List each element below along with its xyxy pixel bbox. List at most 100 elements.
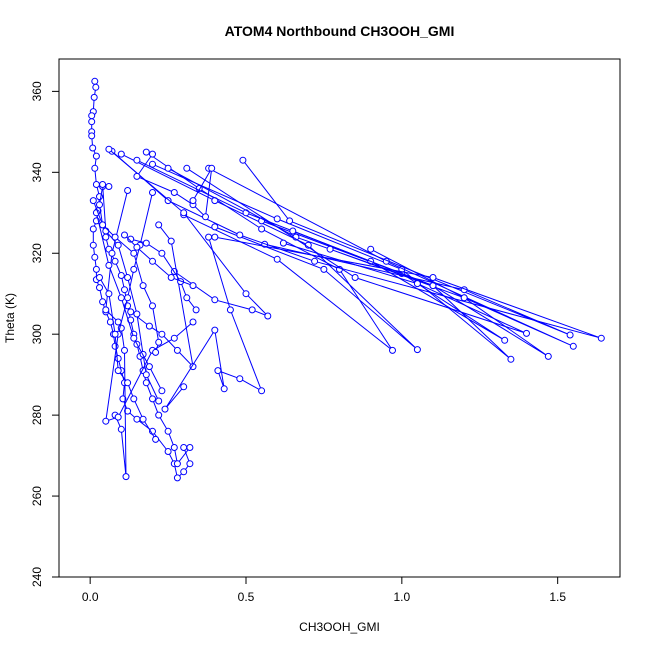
data-point <box>102 227 110 235</box>
series-line <box>95 212 163 392</box>
y-tick-label: 240 <box>30 567 44 587</box>
data-point <box>102 233 110 241</box>
data-point <box>158 387 166 395</box>
data-point <box>149 150 156 158</box>
data-series <box>133 150 216 221</box>
data-point <box>566 331 574 339</box>
data-point <box>92 152 100 160</box>
data-point <box>180 209 188 217</box>
data-point <box>180 468 188 476</box>
data-point <box>117 294 125 302</box>
data-point <box>507 355 515 363</box>
data-point <box>89 144 97 152</box>
chart-title: ATOM4 Northbound CH3OOH_GMI <box>225 23 455 39</box>
data-point <box>164 197 172 205</box>
data-point <box>133 156 141 164</box>
data-point <box>92 83 100 91</box>
data-point <box>122 473 130 481</box>
data-point <box>133 415 141 423</box>
data-point <box>91 253 99 261</box>
data-point <box>130 265 138 273</box>
data-point <box>91 77 99 85</box>
data-point <box>111 330 119 338</box>
data-point <box>242 290 250 298</box>
data-point <box>155 397 163 405</box>
data-point <box>248 306 256 314</box>
data-point <box>180 383 188 391</box>
data-point <box>158 330 166 338</box>
data-point <box>170 334 178 342</box>
data-point <box>89 225 97 233</box>
data-point <box>211 326 219 334</box>
data-point <box>124 294 132 302</box>
data-point <box>351 274 359 281</box>
data-point <box>192 306 200 314</box>
data-point <box>413 346 421 354</box>
data-point <box>320 265 328 273</box>
y-tick-label: 280 <box>30 405 44 425</box>
data-series <box>239 156 574 339</box>
y-tick-label: 260 <box>30 486 44 506</box>
data-point <box>180 444 188 451</box>
data-point <box>501 336 509 344</box>
data-point <box>186 460 194 468</box>
data-point <box>264 312 272 320</box>
data-point <box>142 148 150 156</box>
data-series <box>127 235 200 314</box>
data-point <box>108 249 116 257</box>
data-point <box>155 411 163 419</box>
data-point <box>544 352 552 360</box>
data-point <box>226 306 234 314</box>
data-point <box>569 342 577 350</box>
y-axis: 240 260 280 300 320 340 360 <box>30 81 59 587</box>
series-line <box>105 192 194 422</box>
data-point <box>114 241 122 249</box>
data-point <box>99 181 107 188</box>
series-layer <box>88 77 605 482</box>
data-point <box>127 308 135 316</box>
data-point <box>139 282 147 290</box>
data-point <box>114 367 122 375</box>
data-point <box>211 296 219 304</box>
data-point <box>149 302 156 310</box>
data-point <box>152 435 160 443</box>
data-point <box>133 172 141 180</box>
data-point <box>258 225 266 233</box>
data-series <box>161 233 266 413</box>
data-point <box>167 237 175 245</box>
data-series <box>127 221 197 371</box>
data-point <box>130 395 138 403</box>
data-point <box>211 233 219 241</box>
data-point <box>164 448 172 455</box>
data-point <box>105 261 113 269</box>
data-point <box>130 334 138 342</box>
data-point <box>121 286 128 294</box>
data-point <box>90 93 98 101</box>
data-point <box>220 385 228 393</box>
data-point <box>142 371 150 379</box>
data-point <box>96 201 103 209</box>
data-point <box>88 118 96 126</box>
data-point <box>105 183 113 190</box>
x-axis: 0.0 0.5 1.0 1.5 <box>82 577 566 604</box>
data-point <box>211 223 219 231</box>
data-series <box>99 181 163 405</box>
data-point <box>279 239 287 247</box>
data-point <box>114 355 122 362</box>
data-point <box>161 405 169 413</box>
data-point <box>413 280 421 288</box>
data-point <box>170 444 178 451</box>
data-point <box>149 257 156 265</box>
data-point <box>155 221 163 229</box>
data-point <box>121 231 128 239</box>
series-line <box>99 277 157 440</box>
data-point <box>273 255 281 263</box>
data-point <box>124 407 132 415</box>
data-series <box>117 150 421 354</box>
data-series <box>183 164 530 337</box>
data-point <box>429 274 437 281</box>
data-point <box>289 227 297 235</box>
data-point <box>92 181 100 188</box>
data-point <box>173 460 181 468</box>
